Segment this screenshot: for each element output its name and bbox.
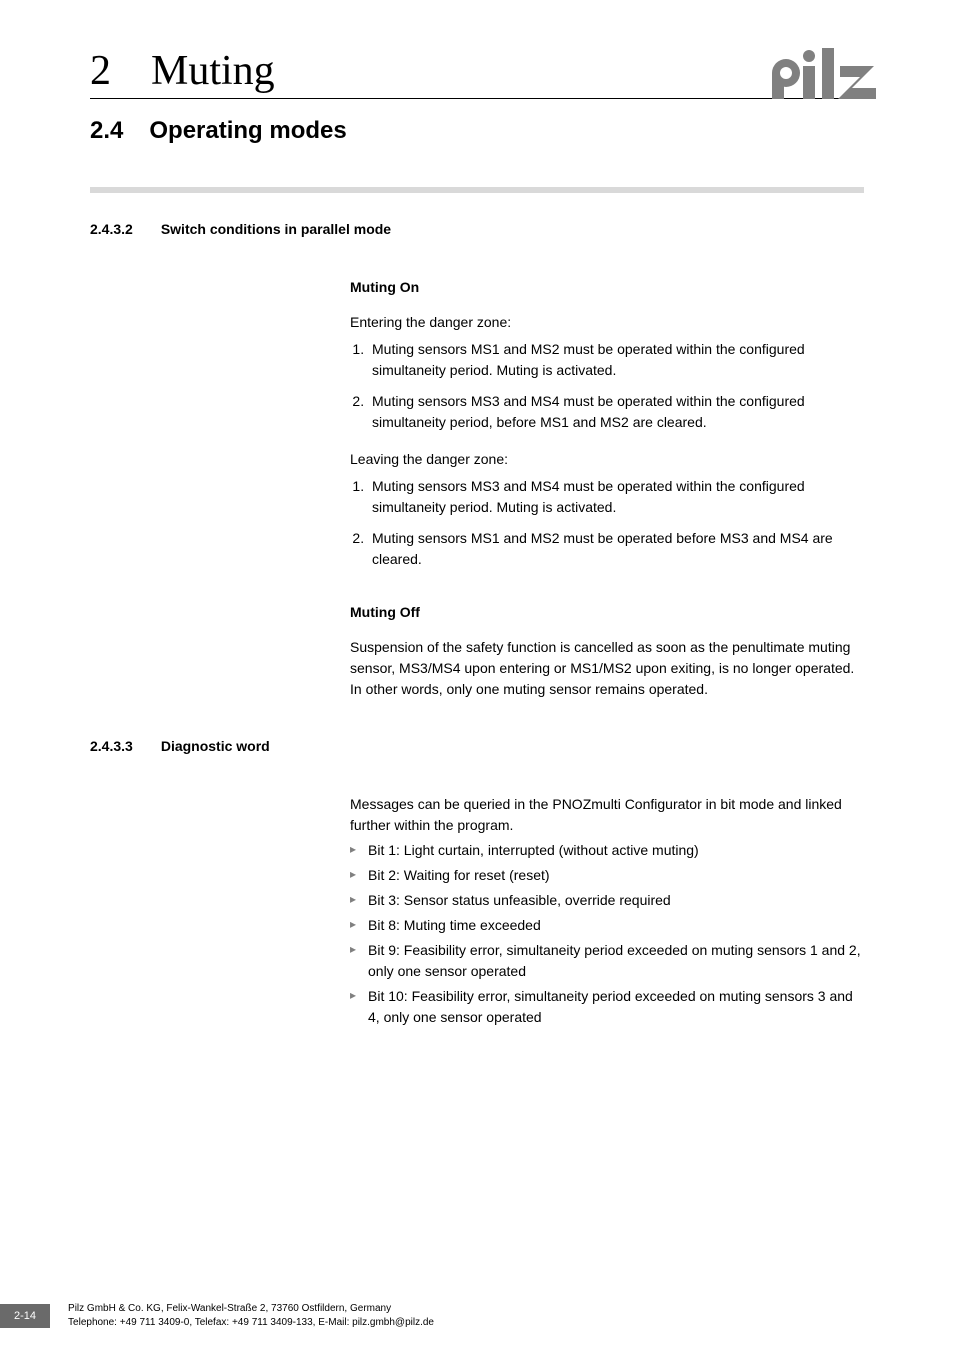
subsection-number: 2.4.3.3 bbox=[90, 738, 133, 754]
leave-intro: Leaving the danger zone: bbox=[350, 449, 864, 470]
diagnostic-intro: Messages can be queried in the PNOZmulti… bbox=[350, 794, 864, 836]
divider-bar bbox=[90, 187, 864, 193]
list-item: Muting sensors MS3 and MS4 must be opera… bbox=[368, 476, 864, 518]
leave-list: Muting sensors MS3 and MS4 must be opera… bbox=[350, 476, 864, 570]
footer-text: Pilz GmbH & Co. KG, Felix-Wankel-Straße … bbox=[68, 1302, 434, 1330]
subsection-title: Switch conditions in parallel mode bbox=[161, 221, 391, 237]
footer-line: Pilz GmbH & Co. KG, Felix-Wankel-Straße … bbox=[68, 1302, 434, 1316]
subsection-title: Diagnostic word bbox=[161, 738, 270, 754]
bits-list: Bit 1: Light curtain, interrupted (witho… bbox=[350, 840, 864, 1028]
list-item: Bit 8: Muting time exceeded bbox=[350, 915, 864, 936]
subsection-header: 2.4.3.3 Diagnostic word bbox=[90, 738, 864, 754]
page-number-badge: 2-14 bbox=[0, 1304, 50, 1328]
list-item: Bit 9: Feasibility error, simultaneity p… bbox=[350, 940, 864, 982]
list-item: Bit 10: Feasibility error, simultaneity … bbox=[350, 986, 864, 1028]
chapter-number: 2 bbox=[90, 50, 111, 92]
list-item: Muting sensors MS1 and MS2 must be opera… bbox=[368, 339, 864, 381]
list-item: Bit 3: Sensor status unfeasible, overrid… bbox=[350, 890, 864, 911]
list-item: Muting sensors MS3 and MS4 must be opera… bbox=[368, 391, 864, 433]
chapter-header: 2 Muting bbox=[90, 50, 864, 99]
subsection-number: 2.4.3.2 bbox=[90, 221, 133, 237]
chapter-title: Muting bbox=[151, 50, 275, 92]
list-item: Muting sensors MS1 and MS2 must be opera… bbox=[368, 528, 864, 570]
content-column: Muting On Entering the danger zone: Muti… bbox=[350, 277, 864, 700]
subsection-header: 2.4.3.2 Switch conditions in parallel mo… bbox=[90, 221, 864, 237]
list-item: Bit 2: Waiting for reset (reset) bbox=[350, 865, 864, 886]
section-title: Operating modes bbox=[149, 117, 346, 145]
brand-logo bbox=[764, 46, 884, 111]
enter-list: Muting sensors MS1 and MS2 must be opera… bbox=[350, 339, 864, 433]
muting-off-heading: Muting Off bbox=[350, 602, 864, 623]
enter-intro: Entering the danger zone: bbox=[350, 312, 864, 333]
section-number: 2.4 bbox=[90, 117, 123, 145]
muting-on-heading: Muting On bbox=[350, 277, 864, 298]
muting-off-text: Suspension of the safety function is can… bbox=[350, 637, 864, 700]
footer-line: Telephone: +49 711 3409-0, Telefax: +49 … bbox=[68, 1316, 434, 1330]
content-column: Messages can be queried in the PNOZmulti… bbox=[350, 794, 864, 1028]
list-item: Bit 1: Light curtain, interrupted (witho… bbox=[350, 840, 864, 861]
section-header: 2.4 Operating modes bbox=[90, 117, 864, 145]
page-footer: 2-14 Pilz GmbH & Co. KG, Felix-Wankel-St… bbox=[0, 1302, 954, 1330]
